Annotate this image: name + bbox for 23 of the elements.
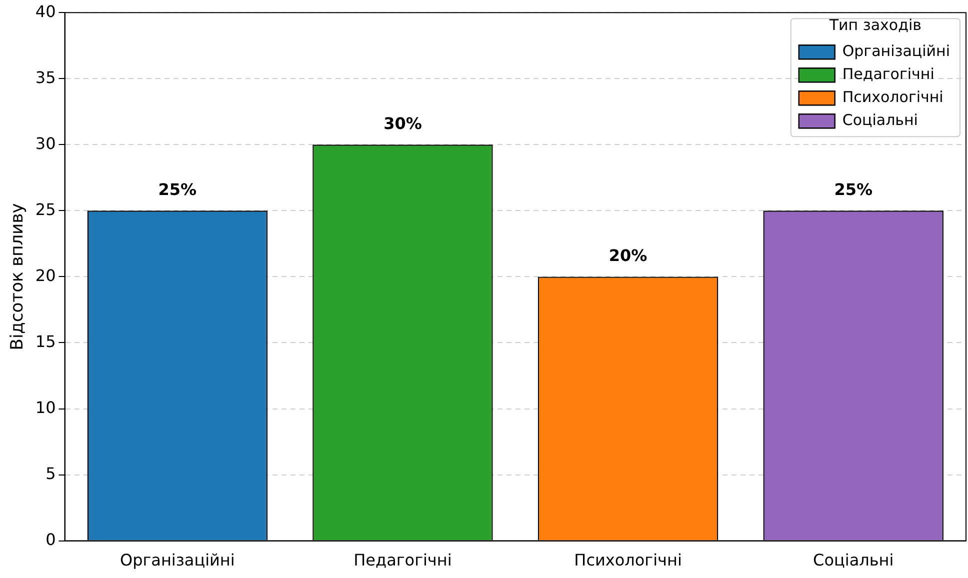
y-tick-label: 30 — [35, 134, 56, 153]
data-label: 20% — [608, 246, 648, 265]
legend-label: Психологічні — [842, 88, 944, 106]
y-tick-label: 35 — [35, 68, 56, 87]
x-tick-label: Педагогічні — [354, 550, 452, 570]
y-tick-label: 20 — [35, 266, 56, 285]
legend-title: Тип заходів — [828, 16, 922, 34]
y-tick-label: 0 — [46, 530, 56, 549]
x-tick-label: Організаційні — [120, 550, 235, 570]
y-tick-label: 40 — [35, 2, 56, 21]
data-label: 30% — [384, 114, 422, 133]
x-tick-label: Психологічні — [574, 550, 682, 570]
y-tick-label: 5 — [46, 464, 56, 483]
legend-label: Організаційні — [842, 42, 950, 60]
legend-label: Соціальні — [842, 110, 918, 129]
data-label: 25% — [158, 180, 197, 199]
y-axis-title: Відсоток впливу — [8, 203, 28, 350]
y-tick-label: 15 — [35, 332, 56, 351]
x-tick-label: Соціальні — [813, 550, 894, 570]
y-tick-label: 10 — [35, 398, 56, 417]
y-tick-label: 25 — [35, 200, 56, 219]
data-label: 25% — [834, 180, 872, 199]
legend-label: Педагогічні — [842, 64, 934, 83]
